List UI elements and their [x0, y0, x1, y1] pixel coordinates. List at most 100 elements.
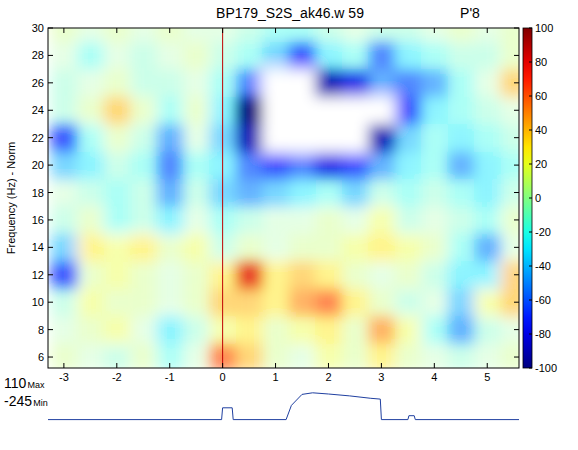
cell [130, 179, 157, 207]
cell [289, 234, 316, 262]
colorbar-label: 20 [535, 158, 547, 170]
cell [77, 124, 104, 152]
cell [474, 179, 501, 207]
x-tick-label: 2 [325, 371, 331, 383]
cell [183, 261, 210, 289]
cell [315, 69, 342, 97]
y-tick [514, 274, 519, 275]
x-tick [275, 363, 276, 368]
cell [183, 316, 210, 344]
cells [51, 28, 519, 368]
y-tick-label: 18 [32, 187, 44, 199]
cell [51, 97, 78, 125]
x-tick [116, 363, 117, 368]
cell [130, 151, 157, 179]
x-tick [63, 28, 64, 33]
cell [421, 151, 448, 179]
colorbar-label: -60 [535, 294, 551, 306]
cell [448, 42, 475, 70]
cell [77, 206, 104, 234]
cell [262, 151, 289, 179]
cell [474, 97, 501, 125]
cell [342, 69, 369, 97]
cell [104, 97, 131, 125]
colorbar-label: -40 [535, 260, 551, 272]
cell [395, 316, 422, 344]
cell [183, 206, 210, 234]
colorbar-label: 80 [535, 56, 547, 68]
colorbar-tick [529, 334, 532, 335]
cell [104, 234, 131, 262]
x-tick-label: 5 [484, 371, 490, 383]
cell [342, 316, 369, 344]
cell [500, 151, 519, 179]
x-tick [328, 28, 329, 33]
cell [448, 261, 475, 289]
cell [368, 316, 395, 344]
colorbar-label: -20 [535, 226, 551, 238]
y-tick [48, 137, 53, 138]
cell [500, 69, 519, 97]
cell [448, 179, 475, 207]
cell [77, 179, 104, 207]
y-tick [48, 82, 53, 83]
cell [474, 234, 501, 262]
cell [236, 261, 263, 289]
y-tick [48, 302, 53, 303]
cell [156, 206, 183, 234]
colorbar-label: -100 [535, 362, 557, 374]
cell [342, 124, 369, 152]
y-tick [514, 219, 519, 220]
y-tick [48, 247, 53, 248]
y-tick [514, 247, 519, 248]
x-tick [169, 28, 170, 33]
cell [474, 206, 501, 234]
y-tick [514, 137, 519, 138]
cell [368, 288, 395, 316]
cell [51, 69, 78, 97]
cell [77, 234, 104, 262]
cell [448, 69, 475, 97]
cell [130, 343, 157, 368]
cell [289, 97, 316, 125]
cell [289, 288, 316, 316]
cell [368, 179, 395, 207]
cell [289, 316, 316, 344]
x-tick-label: -2 [112, 371, 122, 383]
cell [500, 124, 519, 152]
cell [342, 151, 369, 179]
colorbar [523, 28, 532, 368]
y-tick [514, 192, 519, 193]
cell [500, 234, 519, 262]
cell [368, 234, 395, 262]
cell [236, 316, 263, 344]
cell [368, 206, 395, 234]
cell [368, 261, 395, 289]
cell [262, 179, 289, 207]
trace-area [48, 393, 519, 420]
cell [342, 28, 369, 42]
colorbar-tick [529, 28, 532, 29]
cell [368, 343, 395, 368]
cell [236, 97, 263, 125]
cell [342, 288, 369, 316]
cell [183, 69, 210, 97]
cell [315, 179, 342, 207]
cell [77, 69, 104, 97]
cell [262, 42, 289, 70]
colorbar-label: 100 [535, 22, 553, 34]
y-tick [514, 28, 519, 29]
cell [130, 124, 157, 152]
frame [48, 28, 519, 368]
cell [395, 69, 422, 97]
cell [130, 316, 157, 344]
cell [421, 42, 448, 70]
cell [315, 124, 342, 152]
cell [51, 316, 78, 344]
cell [77, 261, 104, 289]
y-tick-label: 8 [38, 324, 44, 336]
y-tick-label: 22 [32, 132, 44, 144]
cell [315, 261, 342, 289]
colorbar-tick [529, 198, 532, 199]
cell [421, 124, 448, 152]
